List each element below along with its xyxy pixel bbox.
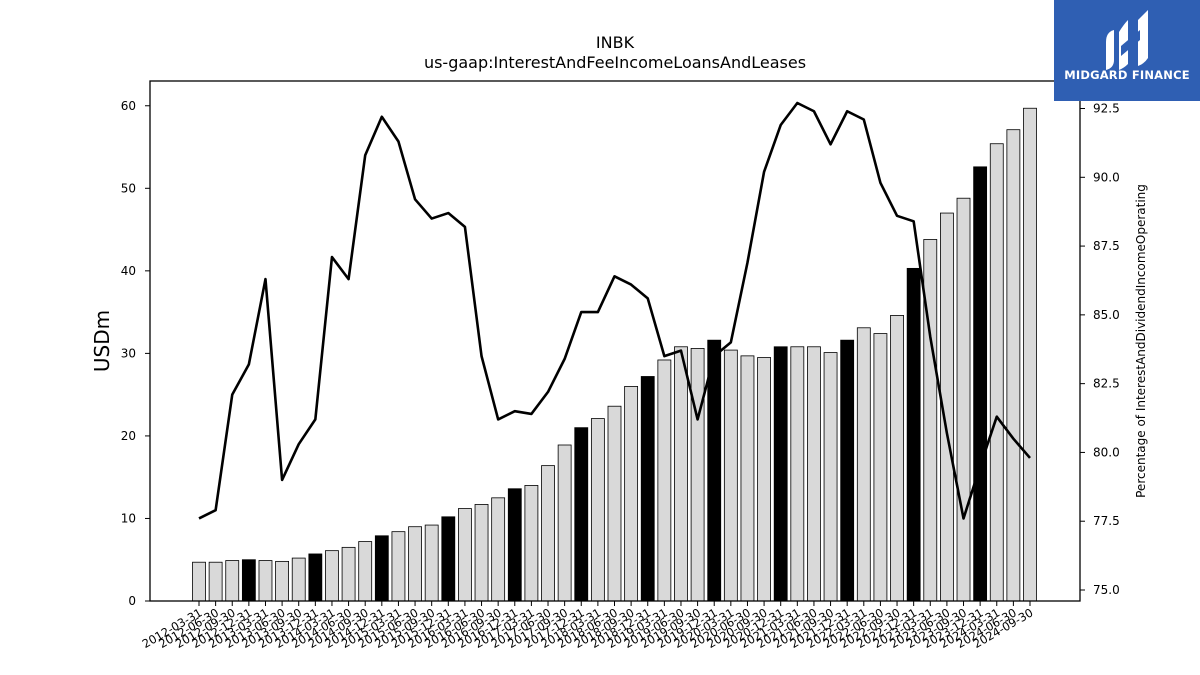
y2-tick-label: 82.5 <box>1093 377 1120 391</box>
bar-2012-03-31 <box>192 561 206 602</box>
midgard-logo-icon <box>1106 10 1148 70</box>
bar-2016-06-30 <box>474 504 489 602</box>
bar-2014-12-31 <box>374 535 389 602</box>
chart-subtitle: us-gaap:InterestAndFeeIncomeLoansAndLeas… <box>424 53 806 72</box>
bar-2021-09-30 <box>823 352 838 602</box>
bar-2016-09-30 <box>491 497 506 602</box>
y-tick-label: 20 <box>121 429 136 443</box>
logo-text: MIDGARD FINANCE <box>1064 68 1190 82</box>
bar-2016-12-31 <box>507 488 522 602</box>
bar-2015-09-30 <box>424 524 439 602</box>
bar-2014-03-31 <box>325 550 339 602</box>
bar-2019-12-31 <box>707 339 722 602</box>
bar-2018-06-30 <box>607 405 622 602</box>
bar-2020-09-30 <box>757 357 771 602</box>
bar-2014-09-30 <box>358 541 373 602</box>
y-tick-label: 40 <box>121 264 136 278</box>
bar-2020-06-30 <box>740 355 755 602</box>
bar-2017-09-30 <box>557 444 572 602</box>
brand-logo: MIDGARD FINANCE <box>1054 0 1200 101</box>
bar-2024-03-31 <box>989 143 1004 602</box>
bar-2013-12-31 <box>308 553 323 602</box>
bar-series <box>192 107 1037 602</box>
y-tick-label: 10 <box>121 511 136 525</box>
bar-2015-06-30 <box>408 526 422 602</box>
y2-tick-label: 75.0 <box>1093 583 1120 597</box>
bar-2012-12-31 <box>241 559 256 602</box>
y2-axis-label: Percentage of InterestAndDividendIncomeO… <box>1134 184 1148 498</box>
bar-2013-06-30 <box>275 560 290 602</box>
bar-2019-03-31 <box>657 359 672 602</box>
bar-2021-06-30 <box>807 346 821 602</box>
bar-2023-12-31 <box>973 166 988 602</box>
bar-2014-06-30 <box>341 546 356 602</box>
bar-2015-03-31 <box>391 531 406 602</box>
bar-2022-12-31 <box>906 267 921 602</box>
bar-2018-12-31 <box>640 376 655 602</box>
x-axis: 2012-03-312012-06-302012-09-302012-12-31… <box>140 601 1036 651</box>
bar-2018-03-31 <box>590 418 605 602</box>
bar-2022-09-30 <box>890 315 904 602</box>
bar-2019-06-30 <box>674 346 688 602</box>
bar-2020-12-31 <box>773 346 788 602</box>
bar-2012-09-30 <box>225 560 240 602</box>
bar-2019-09-30 <box>690 348 705 602</box>
y2-tick-label: 77.5 <box>1093 514 1120 528</box>
bar-2023-09-30 <box>956 197 971 602</box>
bar-2012-06-30 <box>208 561 223 602</box>
y2-tick-label: 80.0 <box>1093 445 1120 459</box>
bar-2017-12-31 <box>574 427 589 602</box>
bar-2016-03-31 <box>458 508 472 602</box>
bar-2015-12-31 <box>441 516 456 602</box>
bar-2017-06-30 <box>541 465 555 602</box>
y2-tick-label: 90.0 <box>1093 170 1120 184</box>
bar-2024-09-30 <box>1023 107 1037 602</box>
bar-2013-09-30 <box>291 557 306 602</box>
percentage-line <box>198 101 1031 520</box>
y2-tick-label: 87.5 <box>1093 239 1120 253</box>
bar-2022-03-31 <box>856 327 871 602</box>
bar-2013-03-31 <box>258 560 273 602</box>
right-y-axis: 75.0 77.5 80.0 82.5 85.0 87.5 90.0 92.5 <box>1080 102 1120 597</box>
bar-2020-03-31 <box>723 349 738 602</box>
y2-tick-label: 85.0 <box>1093 308 1120 322</box>
y-tick-label: 60 <box>121 99 136 113</box>
y-axis-label: USDm <box>90 310 114 372</box>
bar-2017-03-31 <box>524 485 539 602</box>
bar-2018-09-30 <box>624 385 639 602</box>
bar-2022-06-30 <box>873 333 888 602</box>
y-tick-label: 0 <box>128 594 136 608</box>
chart-title: INBK <box>596 33 635 52</box>
bar-2024-06-30 <box>1006 129 1021 602</box>
bar-2021-03-31 <box>790 346 805 602</box>
bar-2023-03-31 <box>923 239 938 602</box>
bar-2021-12-31 <box>840 339 855 602</box>
left-y-axis: 0 10 20 30 40 50 60 <box>121 99 150 608</box>
line-series <box>198 101 1031 520</box>
y-tick-label: 50 <box>121 181 136 195</box>
y2-tick-label: 92.5 <box>1093 102 1120 116</box>
y-tick-label: 30 <box>121 346 136 360</box>
